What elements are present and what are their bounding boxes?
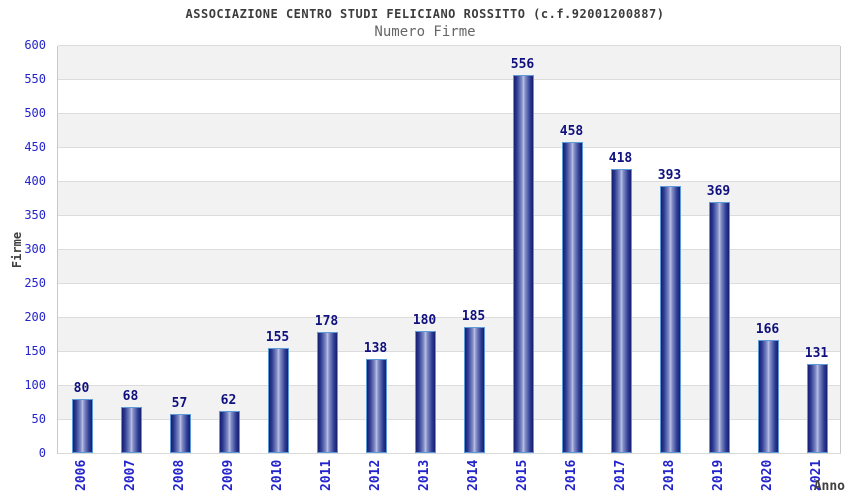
bar-value-label-2006: 80 <box>73 380 90 396</box>
y-tick-label: 550 <box>24 72 46 86</box>
bar-2010 <box>268 347 289 453</box>
x-tick-label-2015: 2015 <box>514 460 530 492</box>
bar-value-label-2021: 131 <box>804 345 829 361</box>
y-tick-label: 100 <box>24 378 46 392</box>
chart-title: ASSOCIAZIONE CENTRO STUDI FELICIANO ROSS… <box>185 7 665 21</box>
plot-band <box>58 147 840 181</box>
bar-2006 <box>72 398 93 453</box>
bar-value-label-2016: 458 <box>559 123 584 139</box>
bar-2016 <box>562 141 583 453</box>
y-tick-label: 300 <box>24 242 46 256</box>
y-tick-label: 0 <box>38 446 46 460</box>
y-tick-label: 150 <box>24 344 46 358</box>
bar-2017 <box>611 168 632 453</box>
y-tick-label: 450 <box>24 140 46 154</box>
bar-2012 <box>366 359 387 453</box>
bar-2014 <box>464 327 485 453</box>
bar-value-label-2019: 369 <box>706 184 731 200</box>
bar-value-label-2020: 166 <box>755 322 780 338</box>
bar-value-label-2011: 178 <box>314 313 339 329</box>
y-tick-label: 350 <box>24 208 46 222</box>
x-tick-label-2006: 2006 <box>73 460 89 492</box>
x-tick-label-2014: 2014 <box>465 460 481 492</box>
bar-2009 <box>219 410 240 453</box>
bar-2018 <box>660 185 681 453</box>
plot-band <box>58 45 840 79</box>
y-tick-label: 500 <box>24 106 46 120</box>
bar-2015 <box>513 74 534 453</box>
y-tick-label: 200 <box>24 310 46 324</box>
bar-value-label-2012: 138 <box>363 341 388 357</box>
bar-2011 <box>317 331 338 453</box>
x-tick-label-2007: 2007 <box>122 460 138 492</box>
y-tick-label: 600 <box>24 38 46 52</box>
plot-area <box>57 45 841 454</box>
x-tick-label-2013: 2013 <box>416 460 432 492</box>
chart-subtitle: Numero Firme <box>374 24 476 40</box>
plot-band <box>58 79 840 113</box>
bar-value-label-2013: 180 <box>412 312 437 328</box>
x-tick-label-2011: 2011 <box>318 460 334 492</box>
x-tick-label-2012: 2012 <box>367 460 383 492</box>
bar-2020 <box>758 340 779 453</box>
bar-2008 <box>170 414 191 453</box>
x-tick-label-2018: 2018 <box>661 460 677 492</box>
x-tick-label-2019: 2019 <box>710 460 726 492</box>
bar-value-label-2009: 62 <box>220 392 237 408</box>
bar-value-label-2014: 185 <box>461 309 486 325</box>
bar-value-label-2010: 155 <box>265 329 290 345</box>
x-tick-label-2016: 2016 <box>563 460 579 492</box>
bar-value-label-2007: 68 <box>122 388 139 404</box>
x-tick-label-2008: 2008 <box>171 460 187 492</box>
bar-value-label-2017: 418 <box>608 150 633 166</box>
x-tick-label-2017: 2017 <box>612 460 628 492</box>
bar-2007 <box>121 406 142 453</box>
x-tick-label-2010: 2010 <box>269 460 285 492</box>
x-tick-label-2020: 2020 <box>759 460 775 492</box>
bar-2019 <box>709 202 730 453</box>
y-tick-label: 400 <box>24 174 46 188</box>
bar-value-label-2008: 57 <box>171 396 188 412</box>
y-tick-label: 250 <box>24 276 46 290</box>
bar-value-label-2015: 556 <box>510 56 535 72</box>
x-axis-title: Anno <box>813 479 845 494</box>
bar-value-label-2018: 393 <box>657 167 682 183</box>
bar-2021 <box>807 363 828 453</box>
y-axis-title: Firme <box>10 231 24 269</box>
plot-band <box>58 113 840 147</box>
y-tick-label: 50 <box>31 412 46 426</box>
x-tick-label-2009: 2009 <box>220 460 236 492</box>
bar-2013 <box>415 330 436 453</box>
